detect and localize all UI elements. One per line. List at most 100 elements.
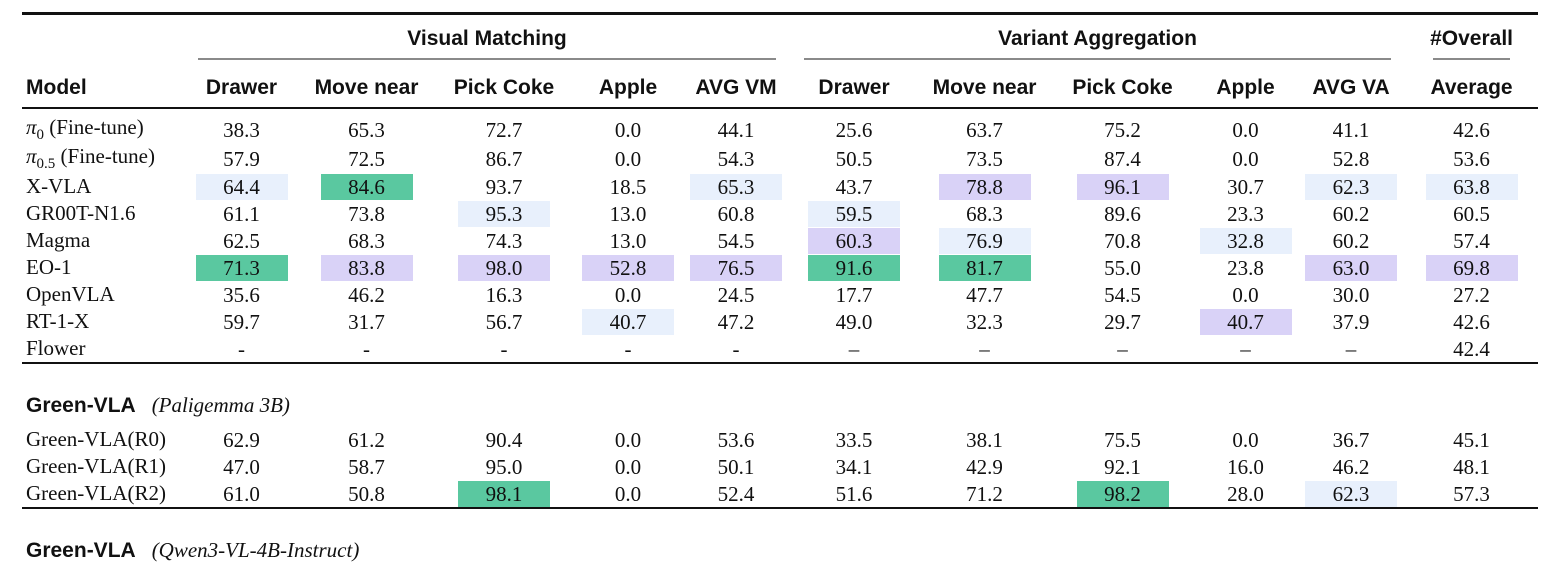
value-cell: 59.7 — [184, 308, 299, 335]
score-value-highlighted: 63.8 — [1425, 173, 1518, 200]
value-cell: 31.7 — [299, 308, 434, 335]
value-cell: 36.7 — [1297, 420, 1405, 453]
value-cell: 60.5 — [1405, 200, 1538, 227]
value-cell: 43.7 — [790, 173, 918, 200]
table-row: GR00T-N1.6 61.1 73.8 95.3 13.0 60.8 59.5 68.3 89… — [22, 200, 1538, 227]
score-value: - — [732, 336, 740, 361]
score-value: 93.7 — [485, 174, 523, 199]
score-value: 0.0 — [614, 117, 642, 142]
score-value: 72.7 — [485, 117, 523, 142]
value-cell: 0.0 — [574, 144, 682, 173]
value-cell: 45.1 — [1405, 420, 1538, 453]
score-value: – — [979, 336, 990, 361]
score-value: 61.0 — [223, 481, 260, 506]
value-cell: 74.3 — [434, 227, 574, 254]
score-value: 13.0 — [609, 201, 647, 226]
model-name: GR00T-N1.6 — [26, 201, 136, 226]
model-name: π0.5 (Fine-tune) — [26, 144, 156, 173]
value-cell: – — [790, 335, 918, 363]
score-value: 50.8 — [348, 481, 385, 506]
value-cell: - — [299, 335, 434, 363]
value-cell: 52.4 — [682, 480, 790, 508]
score-value: 51.6 — [835, 481, 873, 506]
value-cell: 63.7 — [918, 108, 1051, 144]
value-cell: 73.5 — [918, 144, 1051, 173]
table-row: X-VLA 64.4 84.6 93.7 18.5 65.3 43.7 78.8 96.1 30.… — [22, 173, 1538, 200]
value-cell: 83.8 — [299, 254, 434, 281]
group-label-visual-matching: Visual Matching — [407, 27, 567, 50]
value-cell: 95.3 — [434, 200, 574, 227]
score-value: 46.2 — [348, 282, 385, 307]
score-value-highlighted: 81.7 — [938, 254, 1031, 281]
score-value: 53.6 — [1453, 146, 1490, 171]
score-value: 70.8 — [1104, 228, 1141, 253]
score-value: – — [848, 336, 860, 361]
score-value: 43.7 — [835, 174, 873, 199]
section-row: Green-VLA (Paligemma 3B) — [22, 362, 1539, 421]
value-cell: 61.2 — [299, 420, 434, 453]
score-value-highlighted: 71.3 — [195, 254, 288, 281]
column-header-avg-va: AVG VA — [1297, 60, 1406, 109]
score-value: 52.8 — [1332, 146, 1370, 171]
score-value: 75.2 — [1104, 117, 1141, 142]
value-cell: 33.5 — [790, 420, 918, 453]
score-value: 34.1 — [835, 454, 873, 479]
value-cell: 0.0 — [1194, 108, 1297, 144]
score-value: 53.6 — [717, 427, 755, 452]
score-value-highlighted: 69.8 — [1425, 254, 1518, 281]
value-cell: 81.7 — [918, 254, 1051, 281]
value-cell: 47.0 — [184, 453, 299, 480]
value-cell: 91.6 — [790, 254, 918, 281]
value-cell: 60.2 — [1297, 200, 1405, 227]
pi-subscript: 0 — [36, 127, 45, 144]
value-cell: 23.8 — [1194, 254, 1297, 281]
score-value-highlighted: 59.5 — [808, 200, 901, 227]
column-header-va-move-near: Move near — [918, 60, 1052, 109]
score-value-highlighted: 32.8 — [1199, 227, 1292, 254]
value-cell: 56.7 — [434, 308, 574, 335]
score-value: 47.2 — [717, 309, 755, 334]
value-cell: 98.0 — [434, 254, 574, 281]
value-cell: 54.3 — [682, 144, 790, 173]
value-cell: 29.7 — [1051, 308, 1194, 335]
value-cell: 76.9 — [918, 227, 1051, 254]
column-header-model: Model — [22, 60, 184, 109]
value-cell: 86.7 — [434, 144, 574, 173]
score-value: 54.5 — [717, 228, 755, 253]
score-value: 60.2 — [1332, 228, 1370, 253]
value-cell: 24.5 — [682, 281, 790, 308]
section-note: (Paligemma 3B) — [151, 393, 290, 418]
value-cell: 98.1 — [434, 480, 574, 508]
score-value: 62.9 — [223, 427, 260, 452]
value-cell: 70.8 — [1051, 227, 1194, 254]
value-cell: 0.0 — [574, 281, 682, 308]
score-value: 0.0 — [1232, 146, 1259, 171]
score-value: 47.0 — [223, 454, 260, 479]
column-header-vm-drawer: Drawer — [184, 60, 299, 109]
score-value: 58.7 — [348, 454, 385, 479]
score-value-highlighted: 63.0 — [1305, 254, 1398, 281]
value-cell: – — [918, 335, 1051, 363]
group-label-variant-aggregation: Variant Aggregation — [998, 27, 1197, 50]
value-cell: 52.8 — [574, 254, 682, 281]
score-value: 68.3 — [966, 201, 1003, 226]
model-name: EO-1 — [26, 255, 72, 280]
value-cell: 65.3 — [299, 108, 434, 144]
value-cell: 63.0 — [1297, 254, 1405, 281]
score-value: 30.7 — [1227, 174, 1264, 199]
value-cell: 72.5 — [299, 144, 434, 173]
value-cell: 16.0 — [1194, 453, 1297, 480]
benchmark-results-table: Visual Matching Variant Aggregation #Ove… — [22, 17, 1539, 568]
score-value: 50.1 — [717, 454, 755, 479]
score-value: 57.3 — [1453, 481, 1490, 506]
pi-symbol: π — [26, 144, 37, 169]
value-cell: 60.3 — [790, 227, 918, 254]
table-body: π0 (Fine-tune) 38.3 65.3 72.7 0.0 44.1 25.6 63.… — [22, 108, 1539, 568]
table-header: Visual Matching Variant Aggregation #Ove… — [22, 17, 1539, 109]
score-value: 23.3 — [1227, 201, 1264, 226]
score-value: 63.7 — [966, 117, 1003, 142]
model-name: Green-VLA(R2) — [26, 481, 166, 506]
score-value: 59.7 — [223, 309, 260, 334]
score-value-highlighted: 60.3 — [808, 227, 901, 254]
score-value: 32.3 — [966, 309, 1003, 334]
